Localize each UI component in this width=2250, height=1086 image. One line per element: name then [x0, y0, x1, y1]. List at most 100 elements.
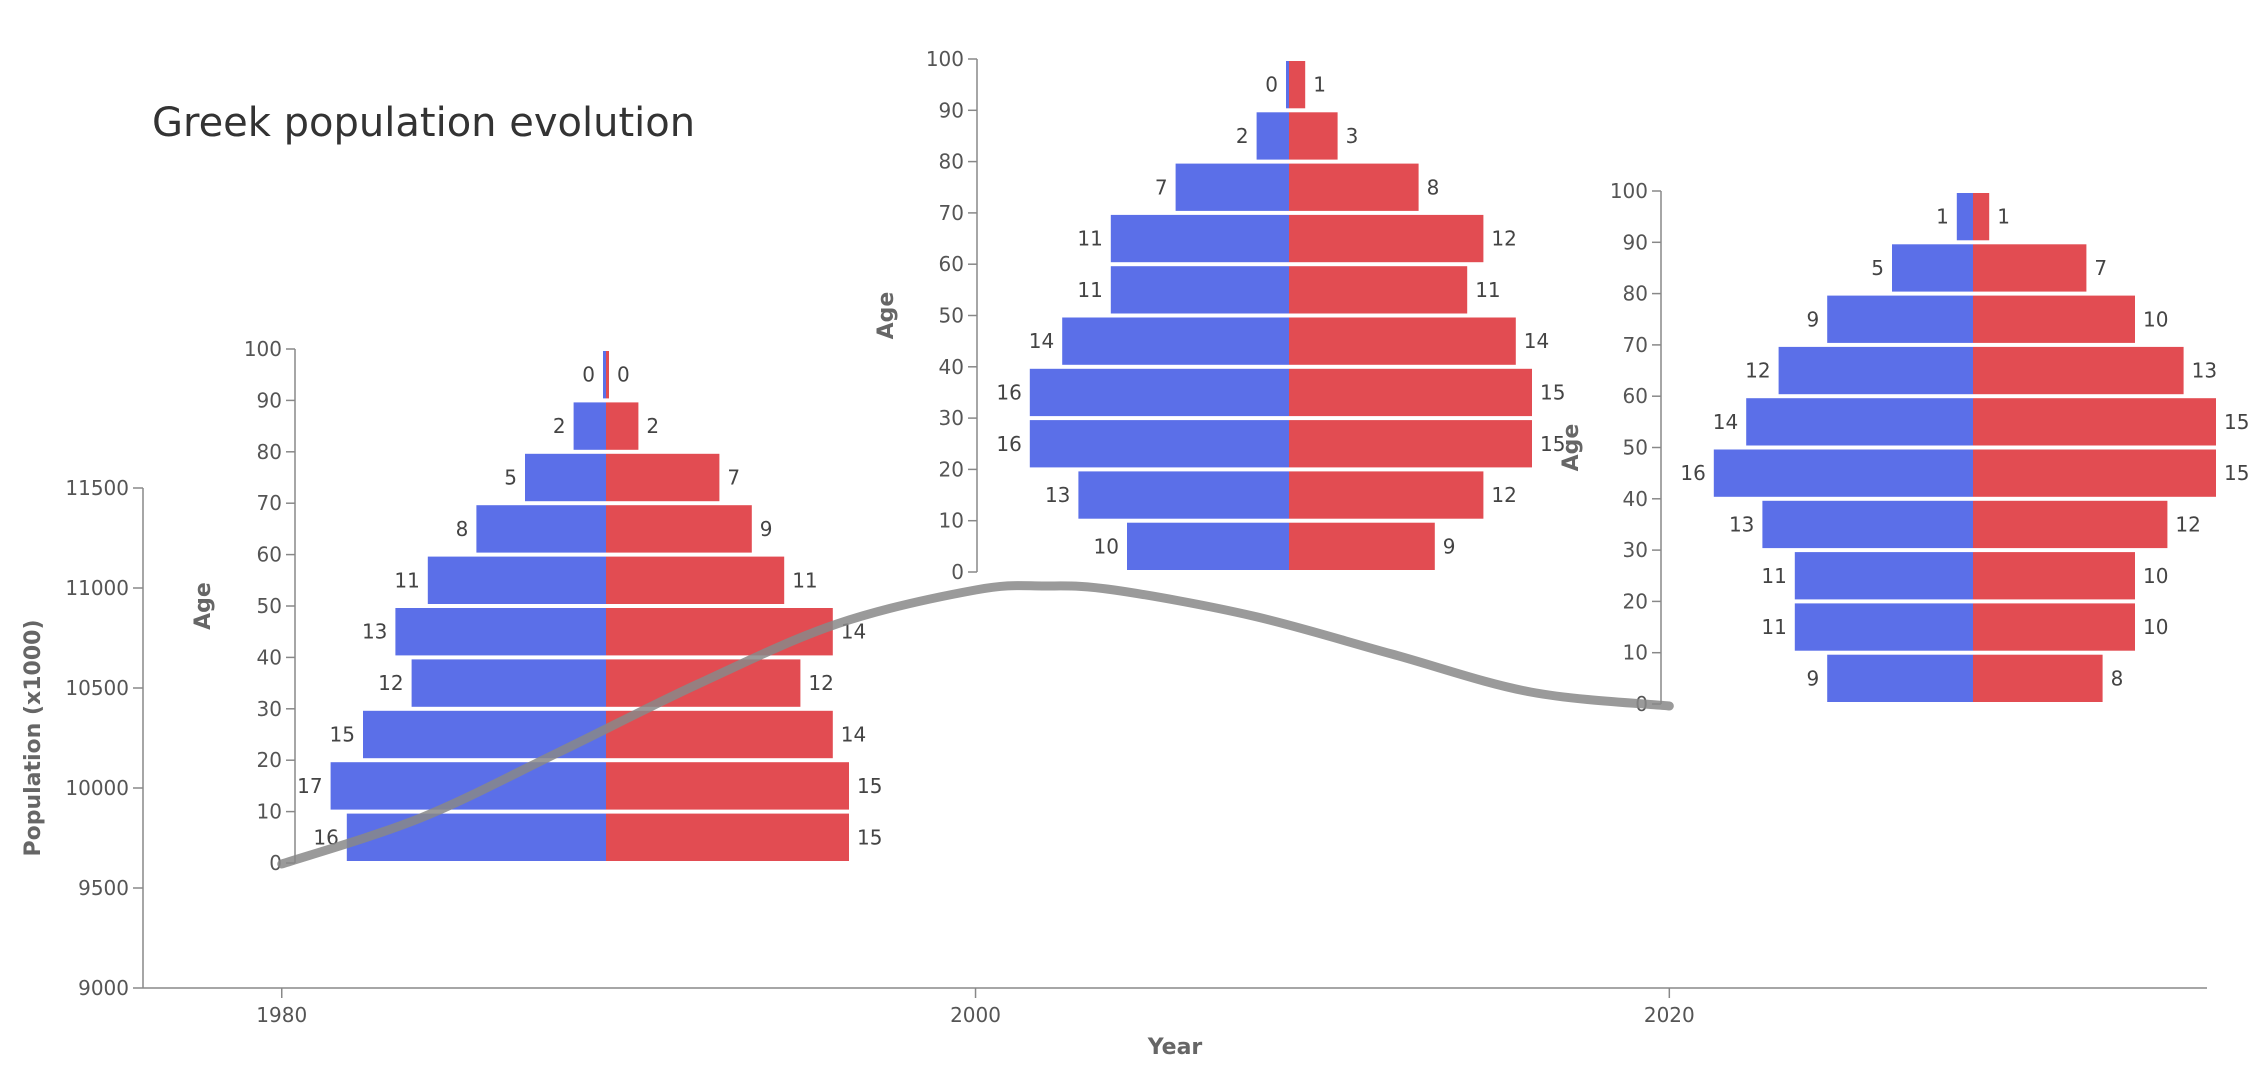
female-value-label: 0 [617, 363, 630, 387]
female-bar [606, 505, 752, 553]
male-bar [1794, 603, 1973, 651]
age-tick-label: 80 [257, 440, 282, 464]
age-tick-label: 100 [926, 47, 964, 71]
male-value-label: 11 [1761, 615, 1786, 639]
female-value-label: 10 [2143, 564, 2168, 588]
female-value-label: 2 [646, 414, 659, 438]
female-bar [1289, 61, 1306, 109]
female-value-label: 11 [1475, 278, 1500, 302]
age-axis-title: Age [1559, 424, 1584, 472]
female-value-label: 12 [1491, 483, 1516, 507]
age-tick-label: 60 [257, 543, 282, 567]
y-tick-label: 9500 [78, 876, 129, 900]
female-value-label: 9 [760, 517, 773, 541]
age-tick-label: 20 [1623, 589, 1648, 613]
male-bar [1892, 244, 1973, 292]
age-tick-label: 10 [939, 509, 964, 533]
male-value-label: 14 [1029, 329, 1054, 353]
age-tick-label: 90 [939, 98, 964, 122]
female-value-label: 13 [2192, 359, 2217, 383]
male-value-label: 0 [1265, 73, 1278, 97]
age-tick-label: 40 [1623, 487, 1648, 511]
male-bar [476, 505, 606, 553]
male-value-label: 16 [1680, 461, 1705, 485]
male-value-label: 11 [1077, 278, 1102, 302]
female-value-label: 10 [2143, 615, 2168, 639]
female-bar [1973, 193, 1990, 241]
age-tick-label: 90 [257, 388, 282, 412]
female-bar [1289, 163, 1419, 211]
male-value-label: 17 [297, 774, 322, 798]
male-value-label: 11 [1077, 227, 1102, 251]
male-bar [346, 813, 606, 861]
age-tick-label: 80 [939, 150, 964, 174]
chart-title: Greek population evolution [152, 100, 695, 146]
age-tick-label: 70 [1623, 333, 1648, 357]
male-bar [1062, 317, 1289, 365]
female-bar [606, 453, 720, 502]
female-value-label: 1 [1313, 73, 1326, 97]
male-value-label: 9 [1806, 666, 1819, 690]
male-bar [330, 762, 606, 810]
age-tick-label: 20 [939, 457, 964, 481]
female-value-label: 14 [1524, 329, 1549, 353]
male-value-label: 15 [330, 723, 355, 747]
population-line-layer [277, 581, 1674, 869]
male-value-label: 14 [1713, 410, 1738, 434]
female-bar [1289, 214, 1484, 263]
male-value-label: 12 [378, 671, 403, 695]
female-bar [1973, 398, 2216, 446]
x-tick-label: 1980 [256, 1003, 307, 1027]
age-tick-label: 30 [257, 697, 282, 721]
female-bar [606, 402, 639, 450]
y-axis-title: Population (x1000) [21, 619, 46, 856]
age-tick-label: 70 [939, 201, 964, 225]
age-tick-label: 0 [269, 851, 282, 875]
female-bar [1289, 420, 1532, 468]
age-axis-title: Age [874, 292, 899, 340]
female-bar [606, 351, 609, 399]
male-bar [1078, 471, 1289, 519]
female-value-label: 12 [1491, 227, 1516, 251]
male-value-label: 11 [1761, 564, 1786, 588]
y-tick-label: 10500 [65, 676, 129, 700]
female-value-label: 10 [2143, 307, 2168, 331]
male-bar [1029, 368, 1289, 417]
age-tick-label: 20 [257, 748, 282, 772]
male-value-label: 5 [1871, 256, 1884, 280]
female-bar [1973, 295, 2135, 343]
female-value-label: 7 [2094, 256, 2107, 280]
male-bar [1746, 398, 1973, 446]
male-value-label: 13 [1729, 512, 1754, 536]
age-tick-label: 50 [1623, 436, 1648, 460]
male-bar [573, 402, 606, 450]
female-value-label: 1 [1997, 205, 2010, 229]
female-bar [1973, 500, 2168, 549]
female-bar [1289, 266, 1468, 314]
male-bar [395, 608, 606, 656]
male-value-label: 0 [582, 363, 595, 387]
male-bar [1794, 552, 1973, 600]
male-bar [411, 659, 606, 707]
age-tick-label: 80 [1623, 282, 1648, 306]
male-bar [1256, 112, 1289, 160]
female-value-label: 11 [792, 568, 817, 592]
male-bar [1827, 295, 1973, 343]
male-value-label: 2 [1236, 124, 1249, 148]
age-tick-label: 10 [257, 800, 282, 824]
male-bar [427, 556, 606, 604]
male-bar [1286, 61, 1289, 109]
male-bar [1110, 266, 1289, 314]
female-value-label: 9 [1443, 534, 1456, 558]
female-value-label: 8 [1427, 175, 1440, 199]
y-tick-label: 9000 [78, 976, 129, 1000]
female-bar [606, 608, 833, 656]
age-tick-label: 40 [939, 355, 964, 379]
age-tick-label: 60 [1623, 384, 1648, 408]
male-value-label: 1 [1936, 205, 1949, 229]
male-bar [1175, 163, 1289, 211]
